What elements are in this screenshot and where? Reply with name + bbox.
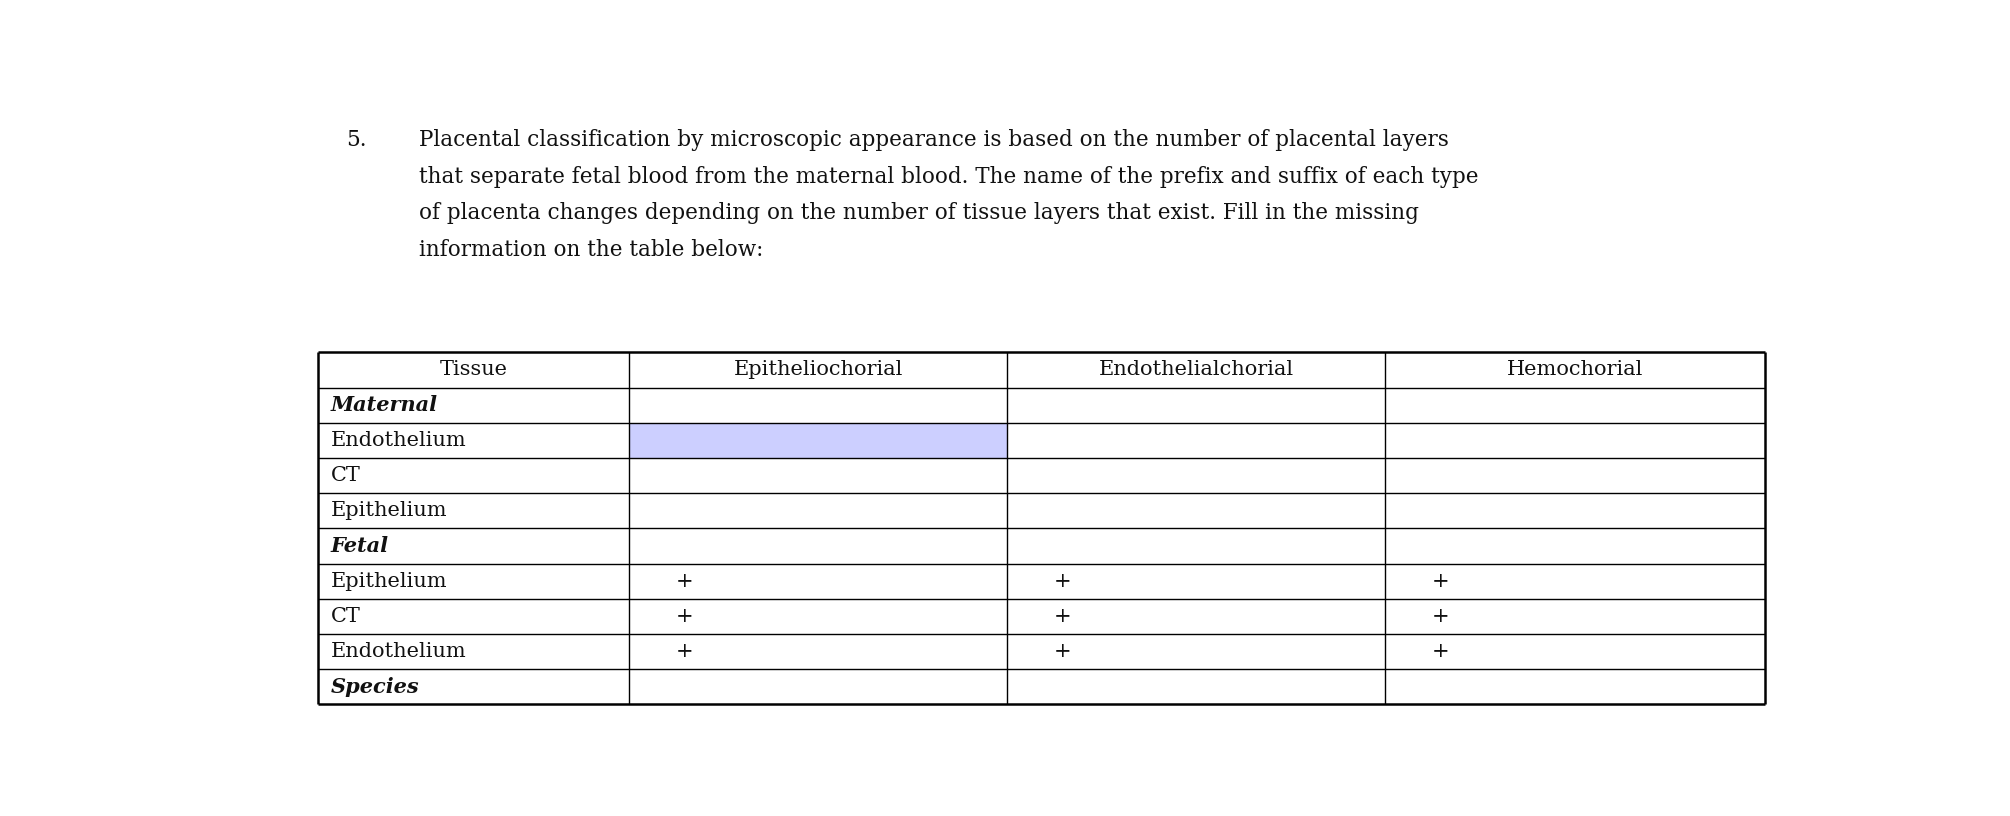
Text: Epithelium: Epithelium [332, 571, 448, 591]
Text: +: + [1053, 571, 1071, 591]
Text: +: + [675, 607, 693, 626]
Text: +: + [675, 642, 693, 661]
Text: Endothelialchorial: Endothelialchorial [1097, 361, 1294, 379]
Text: +: + [1053, 642, 1071, 661]
Text: Hemochorial: Hemochorial [1508, 361, 1644, 379]
Text: Maternal: Maternal [332, 395, 438, 415]
Text: CT: CT [332, 607, 360, 626]
Text: information on the table below:: information on the table below: [420, 238, 764, 260]
Text: +: + [1431, 607, 1449, 626]
Text: Epitheliochorial: Epitheliochorial [734, 361, 902, 379]
Text: +: + [1431, 571, 1449, 591]
Text: of placenta changes depending on the number of tissue layers that exist. Fill in: of placenta changes depending on the num… [420, 202, 1419, 224]
Text: CT: CT [332, 466, 360, 485]
Text: Epithelium: Epithelium [332, 501, 448, 521]
Text: Species: Species [332, 676, 420, 697]
Text: +: + [1431, 642, 1449, 661]
Text: +: + [1053, 607, 1071, 626]
Text: +: + [675, 571, 693, 591]
Text: that separate fetal blood from the maternal blood. The name of the prefix and su: that separate fetal blood from the mater… [420, 166, 1479, 188]
Text: Endothelium: Endothelium [332, 642, 466, 661]
Text: Endothelium: Endothelium [332, 431, 466, 450]
Bar [629, 423, 1007, 458]
Text: Placental classification by microscopic appearance is based on the number of pla: Placental classification by microscopic … [420, 129, 1449, 151]
Text: Fetal: Fetal [332, 536, 388, 556]
Text: Tissue: Tissue [440, 361, 509, 379]
Text: 5.: 5. [346, 129, 366, 151]
